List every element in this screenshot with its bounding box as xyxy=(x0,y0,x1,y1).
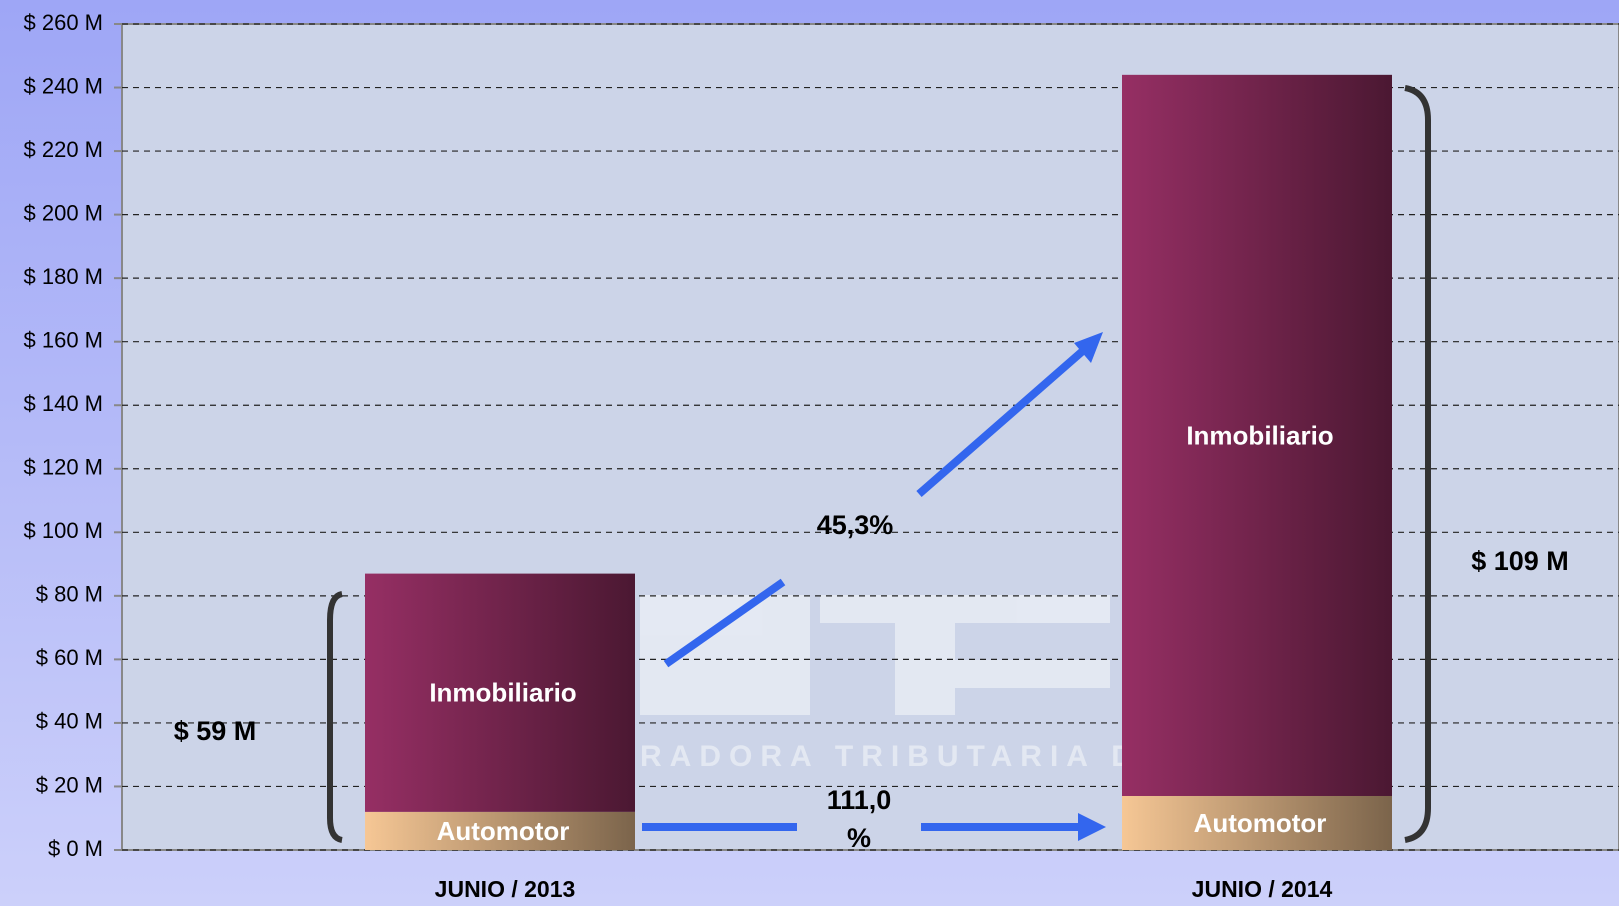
y-tick-label: $ 260 M xyxy=(24,10,104,35)
annotation: $ 109 M xyxy=(1471,546,1569,576)
segment-label: Inmobiliario xyxy=(1186,420,1333,450)
annotation: 45,3% xyxy=(817,510,894,540)
y-tick-label: $ 100 M xyxy=(24,518,104,543)
y-tick-label: $ 20 M xyxy=(36,772,103,797)
y-tick-label: $ 60 M xyxy=(36,645,103,670)
brace-right xyxy=(1404,85,1431,843)
bar-segment xyxy=(1122,74,1392,796)
watermark-text: RADORA TRIBUTARIA DE xyxy=(640,740,1169,773)
y-tick-label: $ 0 M xyxy=(48,836,103,861)
y-tick-label: $ 220 M xyxy=(24,137,104,162)
segment-label: Automotor xyxy=(437,816,570,846)
y-tick-label: $ 160 M xyxy=(24,328,104,353)
y-tick-label: $ 180 M xyxy=(24,264,104,289)
y-tick-label: $ 140 M xyxy=(24,391,104,416)
plot-area xyxy=(121,23,1619,851)
y-tick-label: $ 120 M xyxy=(24,455,104,480)
y-tick-label: $ 40 M xyxy=(36,709,103,734)
y-tick-label: $ 240 M xyxy=(24,73,104,98)
annotation: 111,0 xyxy=(827,785,892,815)
y-tick-label: $ 80 M xyxy=(36,582,103,607)
arrows xyxy=(642,332,1106,841)
y-tick-label: $ 200 M xyxy=(24,200,104,225)
bar-segment xyxy=(365,811,635,850)
annotation: $ 59 M xyxy=(174,716,257,746)
annotation: % xyxy=(847,823,871,853)
x-tick-label: JUNIO / 2013 xyxy=(435,876,576,902)
watermark: RADORA TRIBUTARIA DE xyxy=(640,595,1169,773)
segment-label: Inmobiliario xyxy=(429,678,576,708)
brace-left xyxy=(327,591,343,843)
segment-label: Automotor xyxy=(1194,808,1327,838)
bar-segment xyxy=(1122,795,1392,850)
x-tick-label: JUNIO / 2014 xyxy=(1192,876,1333,902)
bar-segment xyxy=(365,573,635,812)
